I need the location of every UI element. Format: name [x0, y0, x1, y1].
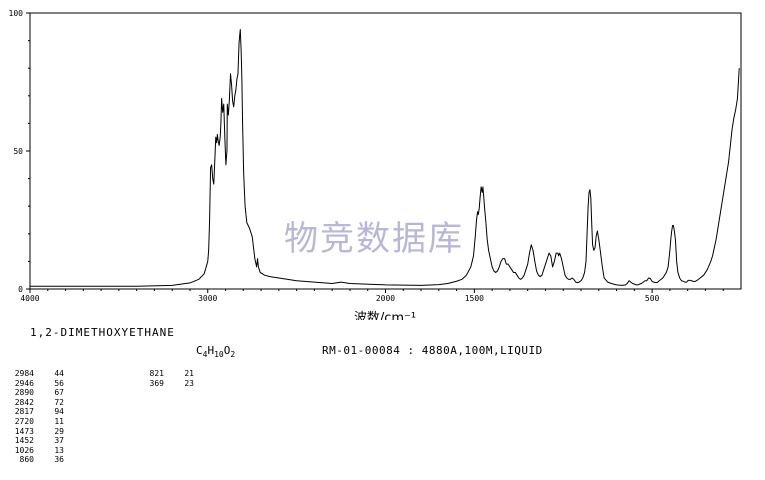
peak-wavenumber: 1452	[14, 436, 34, 446]
peak-wavenumber: 2946	[14, 378, 34, 388]
peak-row: 860 36	[0, 455, 64, 465]
x-tick-label: 500	[645, 294, 660, 303]
catalog-info: RM-01-00084 : 4880A,100M,LIQUID	[322, 344, 543, 357]
peak-table-column-1: 2984 44 2946 56 2890 67 2842 72 2817 94 2720 11 1473…	[0, 369, 64, 465]
formula-element: H	[207, 344, 215, 357]
y-tick-label: 50	[13, 147, 23, 156]
peak-row: 2890 67	[0, 388, 64, 398]
peak-wavenumber: 821	[149, 369, 164, 378]
peak-row: 2946 56	[0, 379, 64, 389]
peak-transmittance: 11	[54, 416, 64, 426]
peak-row: 2984 44	[0, 369, 64, 379]
peak-wavenumber: 860	[19, 455, 34, 465]
peak-row: 2817 94	[0, 407, 64, 417]
formula-element: O	[223, 344, 231, 357]
peak-transmittance: 44	[54, 369, 64, 378]
ir-spectrum-chart: 4000 3000 2000 1500 500 0 50 100 物竞数据库 波数/cm⁻¹	[9, 9, 742, 320]
peak-wavenumber: 1026	[14, 445, 34, 455]
x-tick-label: 3000	[198, 294, 217, 303]
peak-wavenumber: 2720	[14, 416, 34, 426]
peak-wavenumber: 2817	[14, 407, 34, 417]
formula-subscript: 10	[214, 350, 224, 360]
molecular-formula: C4H10O2	[196, 344, 235, 359]
peak-transmittance: 29	[54, 426, 64, 436]
formula-element: C	[196, 344, 203, 357]
peak-row: 821 21	[130, 369, 194, 379]
peak-transmittance: 56	[54, 378, 64, 388]
peak-transmittance: 21	[184, 369, 194, 378]
x-axis-title: 波数/cm⁻¹	[354, 311, 416, 320]
peak-table-column-2: 821 21 369 23	[130, 369, 194, 388]
peak-transmittance: 37	[54, 436, 64, 446]
peak-wavenumber: 1473	[14, 426, 34, 436]
peak-row: 369 23	[130, 379, 194, 389]
peak-row: 2842 72	[0, 398, 64, 408]
y-tick-label: 0	[18, 285, 23, 294]
peak-transmittance: 67	[54, 388, 64, 398]
peak-transmittance: 23	[184, 378, 194, 388]
compound-name: 1,2-DIMETHOXYETHANE	[30, 326, 175, 339]
peak-row: 1473 29	[0, 427, 64, 437]
peak-wavenumber: 2984	[14, 369, 34, 378]
peak-transmittance: 36	[54, 455, 64, 465]
formula-subscript: 2	[230, 350, 236, 360]
axis-ticks: 4000 3000 2000 1500 500 0 50 100	[9, 9, 724, 303]
y-tick-label: 100	[9, 9, 24, 18]
x-tick-label: 2000	[376, 294, 395, 303]
peak-transmittance: 13	[54, 445, 64, 455]
x-tick-label: 1500	[465, 294, 484, 303]
peak-wavenumber: 2890	[14, 388, 34, 398]
peak-transmittance: 72	[54, 397, 64, 407]
peak-row: 1452 37	[0, 436, 64, 446]
peak-row: 2720 11	[0, 417, 64, 427]
spectrum-series-line	[30, 29, 740, 287]
peak-row: 1026 13	[0, 446, 64, 456]
formula-subscript: 4	[202, 350, 208, 360]
peak-wavenumber: 2842	[14, 397, 34, 407]
peak-transmittance: 94	[54, 407, 64, 417]
watermark-text: 物竞数据库	[284, 219, 464, 259]
x-tick-label: 4000	[20, 294, 39, 303]
peak-wavenumber: 369	[149, 378, 164, 388]
